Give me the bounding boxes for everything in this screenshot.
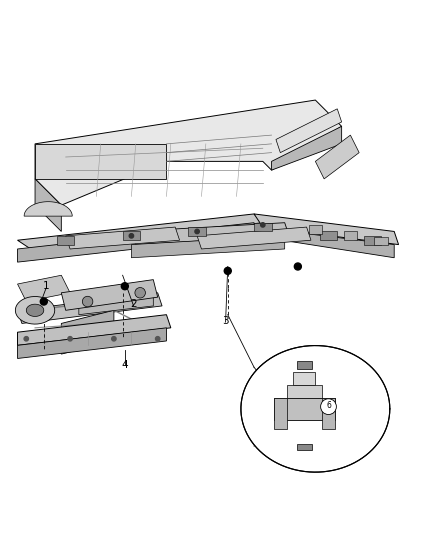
Polygon shape — [287, 385, 322, 402]
Polygon shape — [18, 214, 263, 249]
Circle shape — [135, 287, 145, 298]
Circle shape — [129, 233, 134, 238]
Polygon shape — [276, 109, 342, 152]
Circle shape — [121, 282, 128, 290]
Polygon shape — [18, 223, 254, 262]
Polygon shape — [24, 201, 72, 216]
Polygon shape — [35, 100, 342, 205]
Polygon shape — [61, 310, 114, 354]
Text: 3: 3 — [222, 316, 229, 326]
Polygon shape — [254, 227, 394, 258]
Polygon shape — [197, 227, 311, 249]
Polygon shape — [322, 398, 335, 429]
Polygon shape — [344, 231, 357, 240]
Text: 4: 4 — [121, 360, 128, 370]
Polygon shape — [131, 223, 289, 245]
Circle shape — [195, 229, 199, 233]
Polygon shape — [57, 236, 74, 245]
Polygon shape — [320, 231, 337, 240]
Polygon shape — [274, 398, 287, 429]
Text: 1: 1 — [42, 281, 49, 291]
Polygon shape — [254, 223, 272, 231]
Circle shape — [261, 223, 265, 227]
Circle shape — [40, 298, 47, 305]
Polygon shape — [293, 372, 315, 385]
Circle shape — [82, 296, 93, 307]
Circle shape — [321, 399, 336, 415]
Polygon shape — [374, 237, 388, 246]
Polygon shape — [18, 328, 166, 359]
Polygon shape — [364, 236, 381, 245]
Polygon shape — [315, 135, 359, 179]
Circle shape — [112, 336, 116, 341]
Polygon shape — [26, 304, 44, 317]
Polygon shape — [61, 280, 158, 310]
Polygon shape — [297, 361, 312, 369]
Text: 5: 5 — [358, 433, 365, 443]
Circle shape — [294, 263, 301, 270]
Polygon shape — [297, 444, 312, 450]
Polygon shape — [15, 296, 55, 324]
Polygon shape — [35, 144, 166, 179]
Polygon shape — [274, 398, 335, 420]
Polygon shape — [254, 214, 399, 245]
Circle shape — [68, 336, 72, 341]
Circle shape — [24, 336, 28, 341]
Polygon shape — [272, 126, 342, 170]
Polygon shape — [188, 227, 206, 236]
Polygon shape — [18, 293, 162, 324]
Polygon shape — [35, 179, 61, 231]
Polygon shape — [18, 314, 171, 345]
Polygon shape — [131, 236, 285, 258]
Polygon shape — [309, 225, 322, 233]
Text: 2: 2 — [130, 298, 137, 309]
Polygon shape — [18, 275, 70, 302]
Circle shape — [224, 268, 231, 274]
Text: 6: 6 — [326, 401, 331, 410]
Polygon shape — [123, 231, 140, 240]
Polygon shape — [79, 288, 153, 314]
Polygon shape — [66, 227, 180, 249]
Polygon shape — [241, 345, 390, 472]
Circle shape — [155, 336, 160, 341]
